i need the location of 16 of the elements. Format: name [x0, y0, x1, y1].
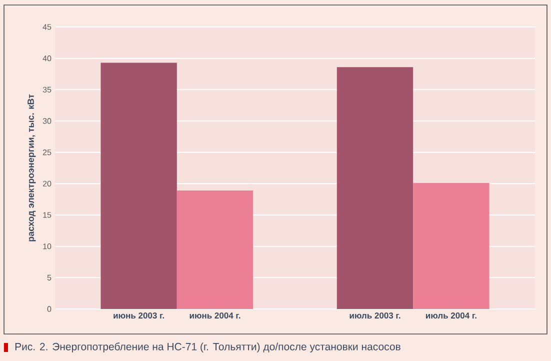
y-tick-label: 5	[47, 274, 52, 280]
x-tick-label: июль 2004 г.	[426, 312, 476, 319]
y-tick-label: 40	[42, 56, 52, 62]
y-tick-label: 30	[42, 118, 52, 124]
x-tick-label: июнь 2004 г.	[190, 312, 240, 319]
y-tick-label: 20	[42, 180, 52, 186]
x-tick-label: июнь 2003 г.	[114, 312, 164, 319]
x-tick-label: июль 2003 г.	[350, 312, 400, 319]
text: Рис. 2. Энергопотребление на НС-71 (г. Тольятти) до/после установки насосов	[15, 342, 400, 352]
y-tick-label: 10	[43, 243, 52, 250]
y-tick-label: 45	[42, 24, 52, 30]
y-tick-label: 0	[47, 306, 52, 312]
y-tick-label: 15	[43, 212, 52, 218]
y-tick-label: 35	[42, 86, 52, 92]
y-tick-label: 25	[42, 149, 52, 156]
y-axis-title: расход электроэнергии, тыс. кВт	[28, 94, 36, 242]
